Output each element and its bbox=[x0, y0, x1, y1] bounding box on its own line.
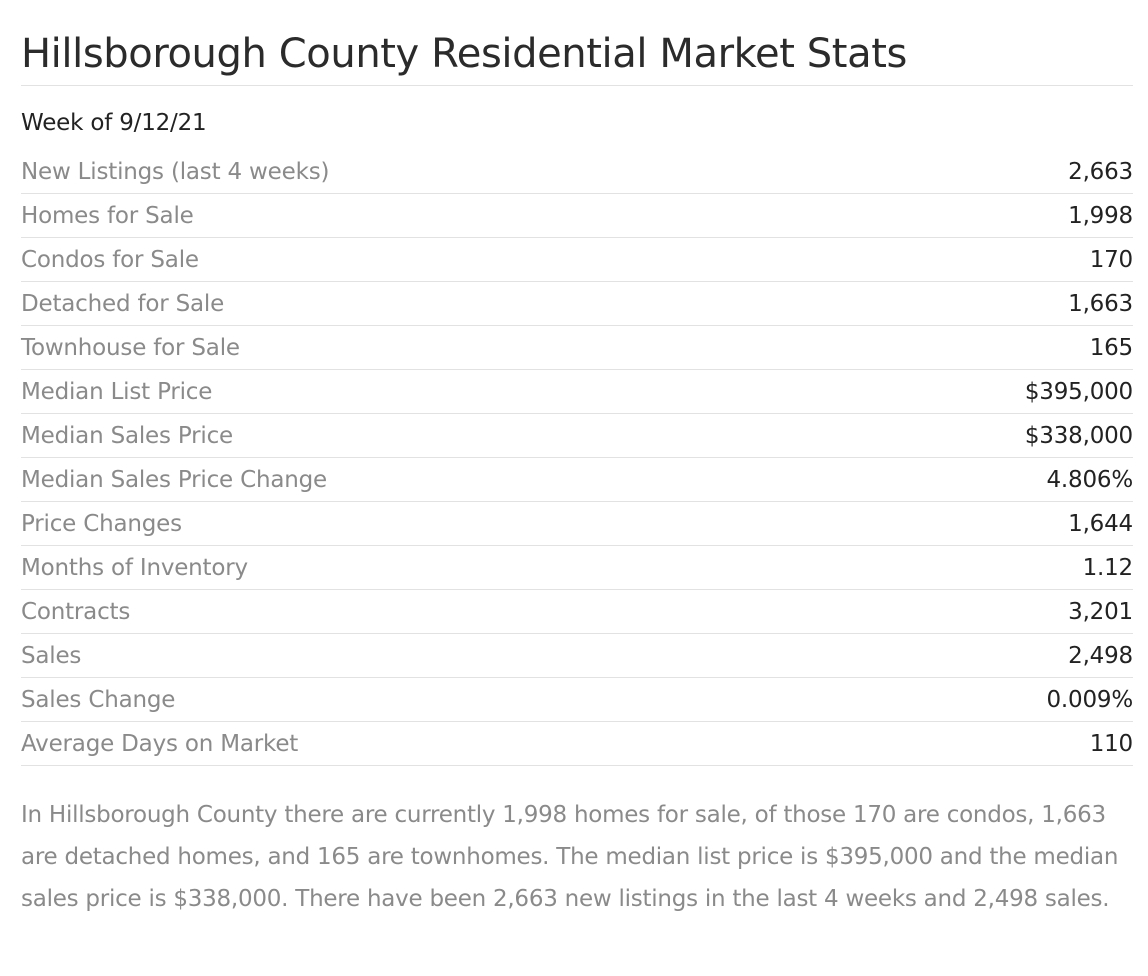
stat-value: 0.009% bbox=[844, 677, 1133, 722]
stat-value: $395,000 bbox=[844, 369, 1133, 414]
week-label: Week of 9/12/21 bbox=[21, 110, 207, 136]
table-row: Price Changes 1,644 bbox=[21, 501, 1133, 546]
stat-value: 1,998 bbox=[844, 193, 1133, 238]
stat-label: Homes for Sale bbox=[21, 193, 845, 238]
stat-label: Median List Price bbox=[21, 369, 845, 414]
stat-label: Price Changes bbox=[21, 501, 845, 546]
summary-paragraph: In Hillsborough County there are current… bbox=[21, 802, 1119, 912]
stat-label: New Listings (last 4 weeks) bbox=[21, 150, 845, 194]
stat-value: 3,201 bbox=[844, 589, 1133, 634]
table-row: Sales 2,498 bbox=[21, 633, 1133, 678]
stat-value: 165 bbox=[844, 325, 1133, 370]
stat-value: 4.806% bbox=[844, 457, 1133, 502]
stat-label: Median Sales Price Change bbox=[21, 457, 845, 502]
table-row: Median Sales Price $338,000 bbox=[21, 413, 1133, 458]
table-row: Median Sales Price Change 4.806% bbox=[21, 457, 1133, 502]
stat-label: Detached for Sale bbox=[21, 281, 845, 326]
stat-label: Sales Change bbox=[21, 677, 845, 722]
table-row: Homes for Sale 1,998 bbox=[21, 193, 1133, 238]
stat-value: 1,644 bbox=[844, 501, 1133, 546]
stat-value: 110 bbox=[844, 721, 1133, 766]
table-row: Condos for Sale 170 bbox=[21, 237, 1133, 282]
stat-value: 1.12 bbox=[844, 545, 1133, 590]
stats-table: New Listings (last 4 weeks) 2,663 Homes … bbox=[21, 150, 1133, 766]
market-stats-page: Hillsborough County Residential Market S… bbox=[21, 0, 1133, 920]
stat-value: $338,000 bbox=[844, 413, 1133, 458]
table-row: Average Days on Market 110 bbox=[21, 721, 1133, 766]
stat-label: Condos for Sale bbox=[21, 237, 845, 282]
stat-value: 2,498 bbox=[844, 633, 1133, 678]
stat-value: 1,663 bbox=[844, 281, 1133, 326]
table-row: New Listings (last 4 weeks) 2,663 bbox=[21, 150, 1133, 194]
table-row: Median List Price $395,000 bbox=[21, 369, 1133, 414]
table-row: Detached for Sale 1,663 bbox=[21, 281, 1133, 326]
stat-label: Sales bbox=[21, 633, 845, 678]
table-row: Months of Inventory 1.12 bbox=[21, 545, 1133, 590]
stat-label: Months of Inventory bbox=[21, 545, 845, 590]
table-row: Contracts 3,201 bbox=[21, 589, 1133, 634]
page-title: Hillsborough County Residential Market S… bbox=[21, 27, 1133, 86]
stat-value: 170 bbox=[844, 237, 1133, 282]
table-row: Townhouse for Sale 165 bbox=[21, 325, 1133, 370]
stat-label: Median Sales Price bbox=[21, 413, 845, 458]
stat-value: 2,663 bbox=[844, 150, 1133, 194]
table-row: Sales Change 0.009% bbox=[21, 677, 1133, 722]
stat-label: Townhouse for Sale bbox=[21, 325, 845, 370]
stat-label: Contracts bbox=[21, 589, 845, 634]
stat-label: Average Days on Market bbox=[21, 721, 845, 766]
